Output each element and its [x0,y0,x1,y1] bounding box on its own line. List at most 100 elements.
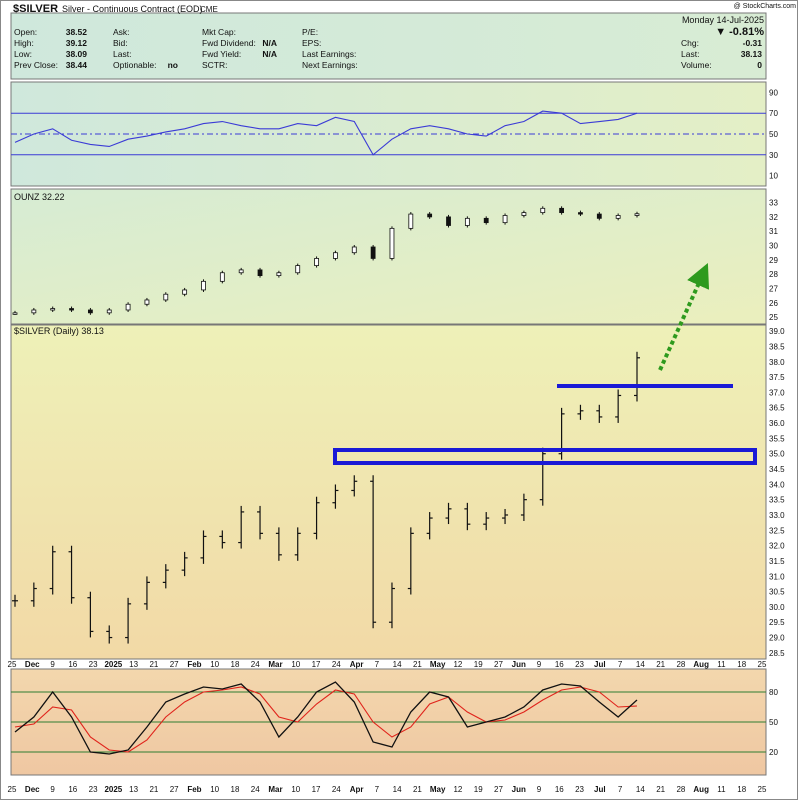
price-tick-label: 32.0 [769,542,785,551]
price-legend: $SILVER (Daily) 38.13 [14,326,104,336]
price-tick-label: 36.5 [769,404,785,413]
price-x-tick: 24 [332,660,341,669]
ounz-tick-label: 28 [769,270,778,279]
price-x-tick: 18 [737,660,746,669]
stoch-x-tick: Mar [268,785,282,794]
header-mid3-label: Next Earnings: [302,60,358,70]
ounz-tick-label: 33 [769,199,778,208]
price-x-tick: 9 [537,660,542,669]
header-left-label: Open: [14,27,37,37]
price-x-tick: 27 [170,660,179,669]
price-tick-label: 37.0 [769,388,785,397]
stoch-x-tick: 23 [575,785,584,794]
price-x-tick: 14 [393,660,402,669]
price-x-tick: 23 [575,660,584,669]
header-left-value: 38.52 [66,27,88,37]
stoch-x-tick: 16 [68,785,77,794]
stoch-x-tick: 27 [494,785,503,794]
price-x-tick: Jul [594,660,606,669]
price-x-tick: 9 [50,660,55,669]
ounz-tick-label: 26 [769,299,778,308]
date-label: Monday 14-Jul-2025 [682,15,764,25]
ounz-panel: OUNZ 32.22 33 32 31 30 29 28 27 26 25 [10,188,778,325]
ounz-candle [257,269,263,277]
ounz-candle [615,215,621,219]
uptrend-arrow [658,263,710,371]
price-tick-label: 34.0 [769,480,785,489]
price-tick-label: 33.5 [769,496,785,505]
header-right-label: Volume: [681,60,712,70]
stoch-x-tick: 21 [413,785,422,794]
watermark: @ StockCharts.com [734,3,797,10]
price-tick-label: 39.0 [769,327,785,336]
price-tick-label: 35.5 [769,434,785,443]
header-mid2-label: Fwd Dividend: [202,38,256,48]
price-x-tick: 14 [636,660,645,669]
price-x-tick: 2025 [104,660,122,669]
header-left-value: 38.44 [66,60,88,70]
stoch-d-line [14,686,638,753]
stoch-x-tick: Jun [512,785,526,794]
price-x-tick: Jun [512,660,526,669]
stoch-x-tick: May [430,785,446,794]
ounz-candle [276,272,282,277]
stoch-x-tick: 12 [453,785,462,794]
ounz-candle [144,299,150,305]
stoch-x-tick: 21 [149,785,158,794]
stoch-x-tick: 2025 [104,785,122,794]
price-x-tick: Feb [187,660,201,669]
ounz-candle [87,309,93,314]
price-x-tick: 19 [474,660,483,669]
ounz-candle [69,308,74,311]
price-x-tick: 21 [413,660,422,669]
price-tick-label: 34.5 [769,465,785,474]
ounz-candle [634,213,640,216]
stoch-x-tick: 9 [50,785,55,794]
rsi-tick-label: 90 [769,88,778,97]
header-mid-value: no [168,60,178,70]
price-tick-label: 38.5 [769,342,785,351]
stoch-tick-label: 80 [769,688,778,697]
price-x-tick: 24 [251,660,260,669]
stoch-x-tick: Apr [350,785,364,794]
rsi-tick-label: 10 [769,172,778,181]
ounz-candle [370,246,376,259]
rsi-tick-label: 30 [769,151,778,160]
stoch-x-tick: 17 [312,785,321,794]
header-mid2-label: Mkt Cap: [202,27,236,37]
stoch-x-tick: 21 [656,785,665,794]
stoch-x-tick: 19 [474,785,483,794]
price-tick-label: 38.0 [769,358,785,367]
ounz-tick-label: 29 [769,256,778,265]
price-panel: $SILVER (Daily) 38.13 39.0 38.5 38.0 37.5 37… [8,263,785,669]
ounz-candle [483,217,489,224]
price-x-tick: 27 [494,660,503,669]
ounz-candle [464,217,470,226]
stoch-x-tick: 7 [618,785,623,794]
stoch-x-tick: 18 [737,785,746,794]
ounz-candle [295,265,301,274]
price-x-tick: 12 [453,660,462,669]
ounz-candle [219,272,225,282]
ounz-tick-label: 31 [769,227,778,236]
stoch-x-tick: 14 [636,785,645,794]
ounz-candle [125,303,131,311]
header-panel: $SILVER Silver - Continuous Contract (EO… [10,3,797,80]
ounz-candle [351,246,357,254]
ounz-candle [50,308,56,311]
ounz-tick-label: 27 [769,285,778,294]
ounz-tick-label: 30 [769,242,778,251]
price-x-tick: 13 [129,660,138,669]
ounz-candle [333,252,338,259]
symbol-title: $SILVER [13,3,58,15]
ounz-candle [238,269,244,274]
stoch-x-tick: 25 [758,785,767,794]
price-tick-label: 35.0 [769,450,785,459]
price-x-tick: 23 [89,660,98,669]
stoch-x-tick: Feb [187,785,201,794]
rsi-tick-label: 70 [769,109,778,118]
header-mid3-label: EPS: [302,38,321,48]
stoch-x-tick: 23 [89,785,98,794]
stoch-x-tick: 18 [231,785,240,794]
